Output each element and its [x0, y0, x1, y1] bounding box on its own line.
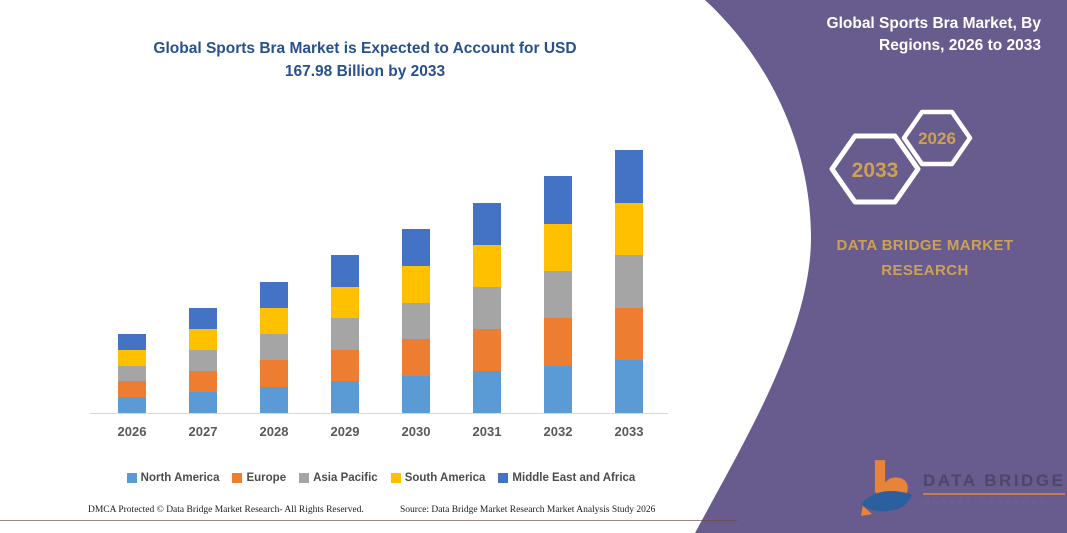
side-panel-title-line-2: Regions, 2026 to 2033 [879, 37, 1041, 54]
bar-2033 [615, 150, 643, 414]
bar-segment-2027-north-america [189, 391, 217, 413]
data-bridge-logo-icon [860, 460, 913, 516]
bar-2028 [260, 281, 288, 414]
brand-wordmark: DATA BRIDGE MARKET RESEARCH [780, 233, 1067, 283]
bar-segment-2028-middle-east-and-africa [260, 281, 288, 308]
legend-label: South America [404, 472, 486, 484]
bar-segment-2026-asia-pacific [118, 365, 146, 382]
bar-segment-2029-middle-east-and-africa [331, 255, 359, 287]
hexagon-2026-label: 2026 [918, 129, 956, 148]
bottom-divider [0, 520, 737, 521]
legend-label: North America [140, 472, 220, 484]
x-axis-label-2027: 2027 [188, 424, 218, 439]
data-bridge-logo-text: DATA BRIDGE MARKET RESEARCH [923, 471, 1066, 506]
bar-segment-2026-middle-east-and-africa [118, 334, 146, 350]
bar-segment-2028-europe [260, 360, 288, 387]
side-panel-title-line-1: Global Sports Bra Market, By [826, 15, 1041, 32]
legend-label: Asia Pacific [313, 472, 378, 484]
hexagon-2033: 2033 [829, 133, 921, 205]
side-panel-title: Global Sports Bra Market, By Regions, 20… [741, 13, 1041, 57]
legend-item-middle-east-and-africa: Middle East and Africa [498, 472, 635, 484]
bar-segment-2030-middle-east-and-africa [402, 228, 430, 266]
bar-segment-2030-europe [402, 339, 430, 377]
bar-2030 [402, 228, 430, 413]
bar-segment-2029-europe [331, 349, 359, 382]
bar-segment-2031-north-america [473, 370, 501, 413]
bar-segment-2028-asia-pacific [260, 334, 288, 361]
legend-label: Europe [246, 472, 287, 484]
bar-segment-2033-asia-pacific [615, 255, 643, 308]
bar-segment-2033-north-america [615, 360, 643, 414]
bar-segment-2033-europe [615, 307, 643, 361]
bar-segment-2028-south-america [260, 307, 288, 335]
legend-item-north-america: North America [126, 472, 220, 484]
bar-segment-2032-asia-pacific [544, 271, 572, 319]
bar-segment-2031-europe [473, 328, 501, 371]
bar-segment-2027-asia-pacific [189, 349, 217, 371]
bar-segment-2029-north-america [331, 381, 359, 414]
logo-name: DATA BRIDGE [923, 471, 1066, 495]
legend-marker [126, 473, 137, 483]
bar-segment-2028-north-america [260, 386, 288, 413]
bar-2029 [331, 255, 359, 414]
bar-segment-2027-south-america [189, 328, 217, 350]
x-axis-label-2032: 2032 [543, 424, 573, 439]
bar-2031 [473, 202, 501, 413]
bar-segment-2030-south-america [402, 265, 430, 303]
bar-segment-2033-south-america [615, 202, 643, 256]
bar-segment-2027-middle-east-and-africa [189, 307, 217, 329]
bar-segment-2033-middle-east-and-africa [615, 150, 643, 203]
legend-item-asia-pacific: Asia Pacific [299, 472, 378, 484]
legend-marker [390, 473, 401, 483]
bar-2026 [118, 334, 146, 414]
legend-marker [232, 473, 243, 483]
x-axis-label-2026: 2026 [117, 424, 147, 439]
bar-segment-2031-asia-pacific [473, 286, 501, 329]
data-bridge-logo: DATA BRIDGE MARKET RESEARCH [860, 458, 1066, 518]
source-note: Source: Data Bridge Market Research Mark… [400, 505, 656, 515]
bar-segment-2029-asia-pacific [331, 318, 359, 350]
x-axis-label-2031: 2031 [472, 424, 502, 439]
bar-segment-2027-europe [189, 370, 217, 392]
chart-title-line-2: 167.98 Billion by 2033 [284, 63, 446, 80]
bar-segment-2029-south-america [331, 286, 359, 319]
bar-segment-2031-middle-east-and-africa [473, 202, 501, 245]
x-axis-line [90, 413, 668, 414]
bar-segment-2032-south-america [544, 223, 572, 271]
x-axis-label-2029: 2029 [330, 424, 360, 439]
legend-item-south-america: South America [390, 472, 486, 484]
bar-segment-2031-south-america [473, 244, 501, 287]
brand-wordmark-line-2: RESEARCH [881, 262, 969, 279]
x-axis-label-2033: 2033 [614, 424, 644, 439]
x-axis-label-2028: 2028 [259, 424, 289, 439]
legend-marker [299, 473, 310, 483]
legend-label: Middle East and Africa [512, 472, 636, 484]
bar-2027 [189, 307, 217, 413]
logo-subtitle: MARKET RESEARCH [923, 496, 1049, 506]
bar-segment-2032-middle-east-and-africa [544, 176, 572, 224]
bar-segment-2032-europe [544, 318, 572, 366]
legend-item-europe: Europe [232, 472, 286, 484]
bar-segment-2030-asia-pacific [402, 302, 430, 340]
legend-marker [498, 473, 509, 483]
bar-segment-2026-north-america [118, 397, 146, 414]
bar-2032 [544, 176, 572, 414]
chart-title-line-1: Global Sports Bra Market is Expected to … [153, 40, 577, 57]
bar-segment-2026-europe [118, 381, 146, 398]
x-axis-label-2030: 2030 [401, 424, 431, 439]
hexagon-2026: 2026 [901, 109, 973, 167]
hexagon-2033-label: 2033 [852, 159, 899, 182]
bar-segment-2030-north-america [402, 376, 430, 413]
brand-wordmark-line-1: DATA BRIDGE MARKET [836, 237, 1014, 254]
bar-segment-2032-north-america [544, 365, 572, 414]
chart-legend: North America Europe Asia Pacific South Ame… [0, 472, 762, 484]
dmca-notice: DMCA Protected © Data Bridge Market Rese… [88, 505, 364, 515]
bar-segment-2026-south-america [118, 349, 146, 366]
chart-title: Global Sports Bra Market is Expected to … [60, 37, 670, 83]
